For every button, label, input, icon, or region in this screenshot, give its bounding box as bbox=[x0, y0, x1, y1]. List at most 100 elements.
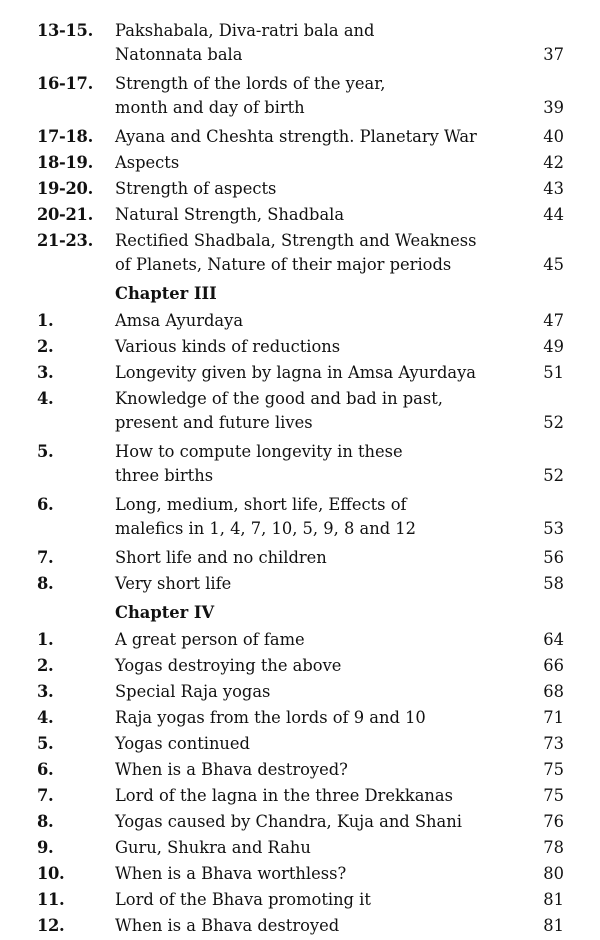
entry-page-number: 39 bbox=[543, 98, 564, 117]
entry-title: Guru, Shukra and Rahu bbox=[115, 836, 505, 860]
entry-page-number: 47 bbox=[543, 311, 564, 330]
entry-number: 7. bbox=[37, 786, 54, 805]
entry-title-line: Yogas destroying the above bbox=[115, 656, 342, 675]
entry-page-number: 81 bbox=[543, 916, 564, 935]
toc-entry: 8. Yogas caused by Chandra, Kuja and Shan… bbox=[0, 810, 600, 834]
entry-page-number: 80 bbox=[543, 864, 564, 883]
entry-number: 2. bbox=[37, 656, 54, 675]
entry-title: Amsa Ayurdaya bbox=[115, 309, 505, 333]
entry-number: 17-18. bbox=[37, 127, 93, 146]
entry-title-line: three births bbox=[115, 466, 214, 485]
entry-page-number: 78 bbox=[543, 838, 564, 857]
entry-title: Yogas continued bbox=[115, 732, 505, 756]
entry-title-line: When is a Bhava worthless? bbox=[115, 864, 347, 883]
entry-page-number: 37 bbox=[543, 45, 564, 64]
toc-entry: 9. Guru, Shukra and Rahu 78 bbox=[0, 836, 600, 860]
entry-title: How to compute longevity in these three b… bbox=[115, 440, 505, 488]
entry-page-number: 71 bbox=[543, 708, 564, 727]
entry-title-line: Yogas caused by Chandra, Kuja and Shani bbox=[115, 812, 462, 831]
entry-number: 7. bbox=[37, 548, 54, 567]
entry-title-line: present and future lives bbox=[115, 413, 313, 432]
entry-number: 5. bbox=[37, 442, 54, 461]
entry-page-number: 42 bbox=[543, 153, 564, 172]
entry-title: Long, medium, short life, Effects of male… bbox=[115, 493, 505, 541]
toc-entry: 3. Longevity given by lagna in Amsa Ayurd… bbox=[0, 361, 600, 385]
entry-number: 12. bbox=[37, 916, 65, 935]
entry-number: 16-17. bbox=[37, 74, 93, 93]
toc-entry: 4. Raja yogas from the lords of 9 and 10 7… bbox=[0, 706, 600, 730]
entry-title-line: When is a Bhava destroyed bbox=[115, 916, 340, 935]
toc-entry: 1. Amsa Ayurdaya 47 bbox=[0, 309, 600, 333]
entry-title: Lord of the lagna in the three Drekkanas bbox=[115, 784, 505, 808]
entry-page-number: 53 bbox=[543, 519, 564, 538]
entry-title: Ayana and Cheshta strength. Planetary Wa… bbox=[115, 125, 505, 149]
entry-title: A great person of fame bbox=[115, 628, 505, 652]
entry-number: 8. bbox=[37, 574, 54, 593]
entry-title-line: malefics in 1, 4, 7, 10, 5, 9, 8 and 12 bbox=[115, 519, 417, 538]
entry-title-line: month and day of birth bbox=[115, 98, 305, 117]
entry-page-number: 49 bbox=[543, 337, 564, 356]
entry-page-number: 52 bbox=[543, 413, 564, 432]
entry-page-number: 58 bbox=[543, 574, 564, 593]
entry-number: 20-21. bbox=[37, 205, 93, 224]
entry-title-line: A great person of fame bbox=[115, 630, 305, 649]
entry-number: 5. bbox=[37, 734, 54, 753]
entry-page-number: 52 bbox=[543, 466, 564, 485]
entry-number: 3. bbox=[37, 363, 54, 382]
entry-title: Knowledge of the good and bad in past, pr… bbox=[115, 387, 505, 435]
entry-page-number: 75 bbox=[543, 786, 564, 805]
entry-title-line: Lord of the Bhava promoting it bbox=[115, 890, 371, 909]
entry-title: Natural Strength, Shadbala bbox=[115, 203, 505, 227]
entry-title-line: Natonnata bala bbox=[115, 45, 243, 64]
entry-number: 4. bbox=[37, 708, 54, 727]
entry-title: When is a Bhava worthless? bbox=[115, 862, 505, 886]
entry-number: 9. bbox=[37, 838, 54, 857]
entry-number: 8. bbox=[37, 812, 54, 831]
entry-number: 10. bbox=[37, 864, 65, 883]
chapter-heading: Chapter III bbox=[115, 284, 217, 303]
entry-title: Rectified Shadbala, Strength and Weaknes… bbox=[115, 229, 505, 277]
toc-entry: 5. How to compute longevity in these three… bbox=[0, 440, 600, 488]
toc-entry: 16-17. Strength of the lords of the year,… bbox=[0, 72, 600, 120]
entry-title-line: Natural Strength, Shadbala bbox=[115, 205, 345, 224]
entry-title-line: Pakshabala, Diva-ratri bala and bbox=[115, 21, 375, 40]
entry-number: 2. bbox=[37, 337, 54, 356]
toc-entry: 11. Lord of the Bhava promoting it 81 bbox=[0, 888, 600, 912]
entry-number: 6. bbox=[37, 495, 54, 514]
toc-entry: 6. Long, medium, short life, Effects of ma… bbox=[0, 493, 600, 541]
entry-title-line: Amsa Ayurdaya bbox=[115, 311, 244, 330]
entry-page-number: 76 bbox=[543, 812, 564, 831]
entry-title: Strength of the lords of the year, month … bbox=[115, 72, 505, 120]
entry-title-line: Strength of the lords of the year, bbox=[115, 74, 386, 93]
toc-entry: 20-21. Natural Strength, Shadbala 44 bbox=[0, 203, 600, 227]
entry-number: 13-15. bbox=[37, 21, 93, 40]
entry-title-line: Short life and no children bbox=[115, 548, 327, 567]
entry-title: Various kinds of reductions bbox=[115, 335, 505, 359]
entry-title: When is a Bhava destroyed? bbox=[115, 758, 505, 782]
entry-page-number: 73 bbox=[543, 734, 564, 753]
toc-entry: 18-19. Aspects 42 bbox=[0, 151, 600, 175]
entry-title: Raja yogas from the lords of 9 and 10 bbox=[115, 706, 505, 730]
entry-title: Aspects bbox=[115, 151, 505, 175]
entry-title-line: Raja yogas from the lords of 9 and 10 bbox=[115, 708, 426, 727]
entry-title-line: Special Raja yogas bbox=[115, 682, 271, 701]
entry-page-number: 81 bbox=[543, 890, 564, 909]
entry-number: 11. bbox=[37, 890, 65, 909]
entry-number: 6. bbox=[37, 760, 54, 779]
toc-entry: 21-23. Rectified Shadbala, Strength and W… bbox=[0, 229, 600, 277]
entry-title-line: Lord of the lagna in the three Drekkanas bbox=[115, 786, 453, 805]
toc-entry: 2. Various kinds of reductions 49 bbox=[0, 335, 600, 359]
toc-entry: 7. Short life and no children 56 bbox=[0, 546, 600, 570]
entry-title-line: Yogas continued bbox=[115, 734, 250, 753]
entry-page-number: 68 bbox=[543, 682, 564, 701]
entry-number: 3. bbox=[37, 682, 54, 701]
entry-title-line: of Planets, Nature of their major period… bbox=[115, 255, 452, 274]
entry-number: 21-23. bbox=[37, 231, 93, 250]
entry-title-line: Ayana and Cheshta strength. Planetary Wa… bbox=[115, 127, 477, 146]
entry-title-line: How to compute longevity in these bbox=[115, 442, 403, 461]
entry-number: 18-19. bbox=[37, 153, 93, 172]
entry-page-number: 56 bbox=[543, 548, 564, 567]
entry-title-line: Longevity given by lagna in Amsa Ayurday… bbox=[115, 363, 477, 382]
entry-title: Lord of the Bhava promoting it bbox=[115, 888, 505, 912]
entry-title-line: Aspects bbox=[115, 153, 180, 172]
